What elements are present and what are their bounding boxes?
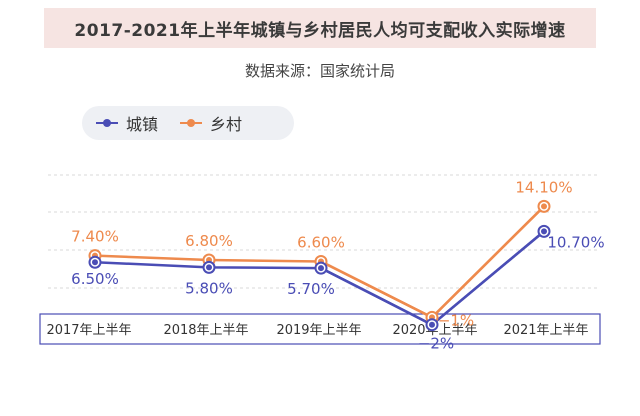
data-source: 数据来源：国家统计局	[244, 62, 395, 80]
legend-swatch-rural	[180, 119, 203, 127]
category-label: 2019年上半年	[276, 323, 361, 338]
legend-swatch-urban	[96, 119, 118, 127]
data-label-urban: 5.70%	[287, 280, 335, 298]
category-axis-box	[39, 313, 601, 345]
data-point-core	[206, 264, 212, 271]
data-point-core	[541, 228, 547, 235]
data-label-urban: 5.80%	[185, 279, 233, 297]
legend-label-rural: 乡村	[210, 115, 243, 134]
data-label-rural: 14.10%	[515, 178, 572, 196]
series-line-overlay	[320, 205, 545, 319]
chart-title: 2017-2021年上半年城镇与乡村居民人均可支配收入实际增速	[74, 20, 566, 41]
legend-label-urban: 城镇	[126, 115, 159, 134]
data-point-core	[541, 203, 547, 210]
data-label-rural: 7.40%	[71, 228, 119, 246]
legend-item-urban: 城镇	[96, 111, 158, 135]
data-label-urban: −2%	[418, 335, 454, 353]
category-label: 2017年上半年	[46, 323, 131, 338]
data-point-core	[318, 265, 324, 272]
data-label-urban: 6.50%	[71, 270, 119, 288]
data-point-core	[429, 321, 435, 328]
data-label-rural: 6.80%	[185, 232, 233, 250]
title-banner: 2017-2021年上半年城镇与乡村居民人均可支配收入实际增速	[44, 8, 596, 48]
data-label-rural: −1%	[438, 311, 474, 329]
legend-item-rural: 乡村	[180, 111, 242, 135]
category-label: 2020年上半年	[392, 323, 477, 338]
category-label: 2018年上半年	[163, 323, 248, 338]
data-label-rural: 6.60%	[297, 233, 345, 251]
data-label-urban: 10.70%	[547, 233, 604, 251]
data-point-core	[92, 259, 98, 266]
category-label: 2021年上半年	[503, 323, 588, 338]
legend: 城镇 乡村	[82, 106, 294, 140]
